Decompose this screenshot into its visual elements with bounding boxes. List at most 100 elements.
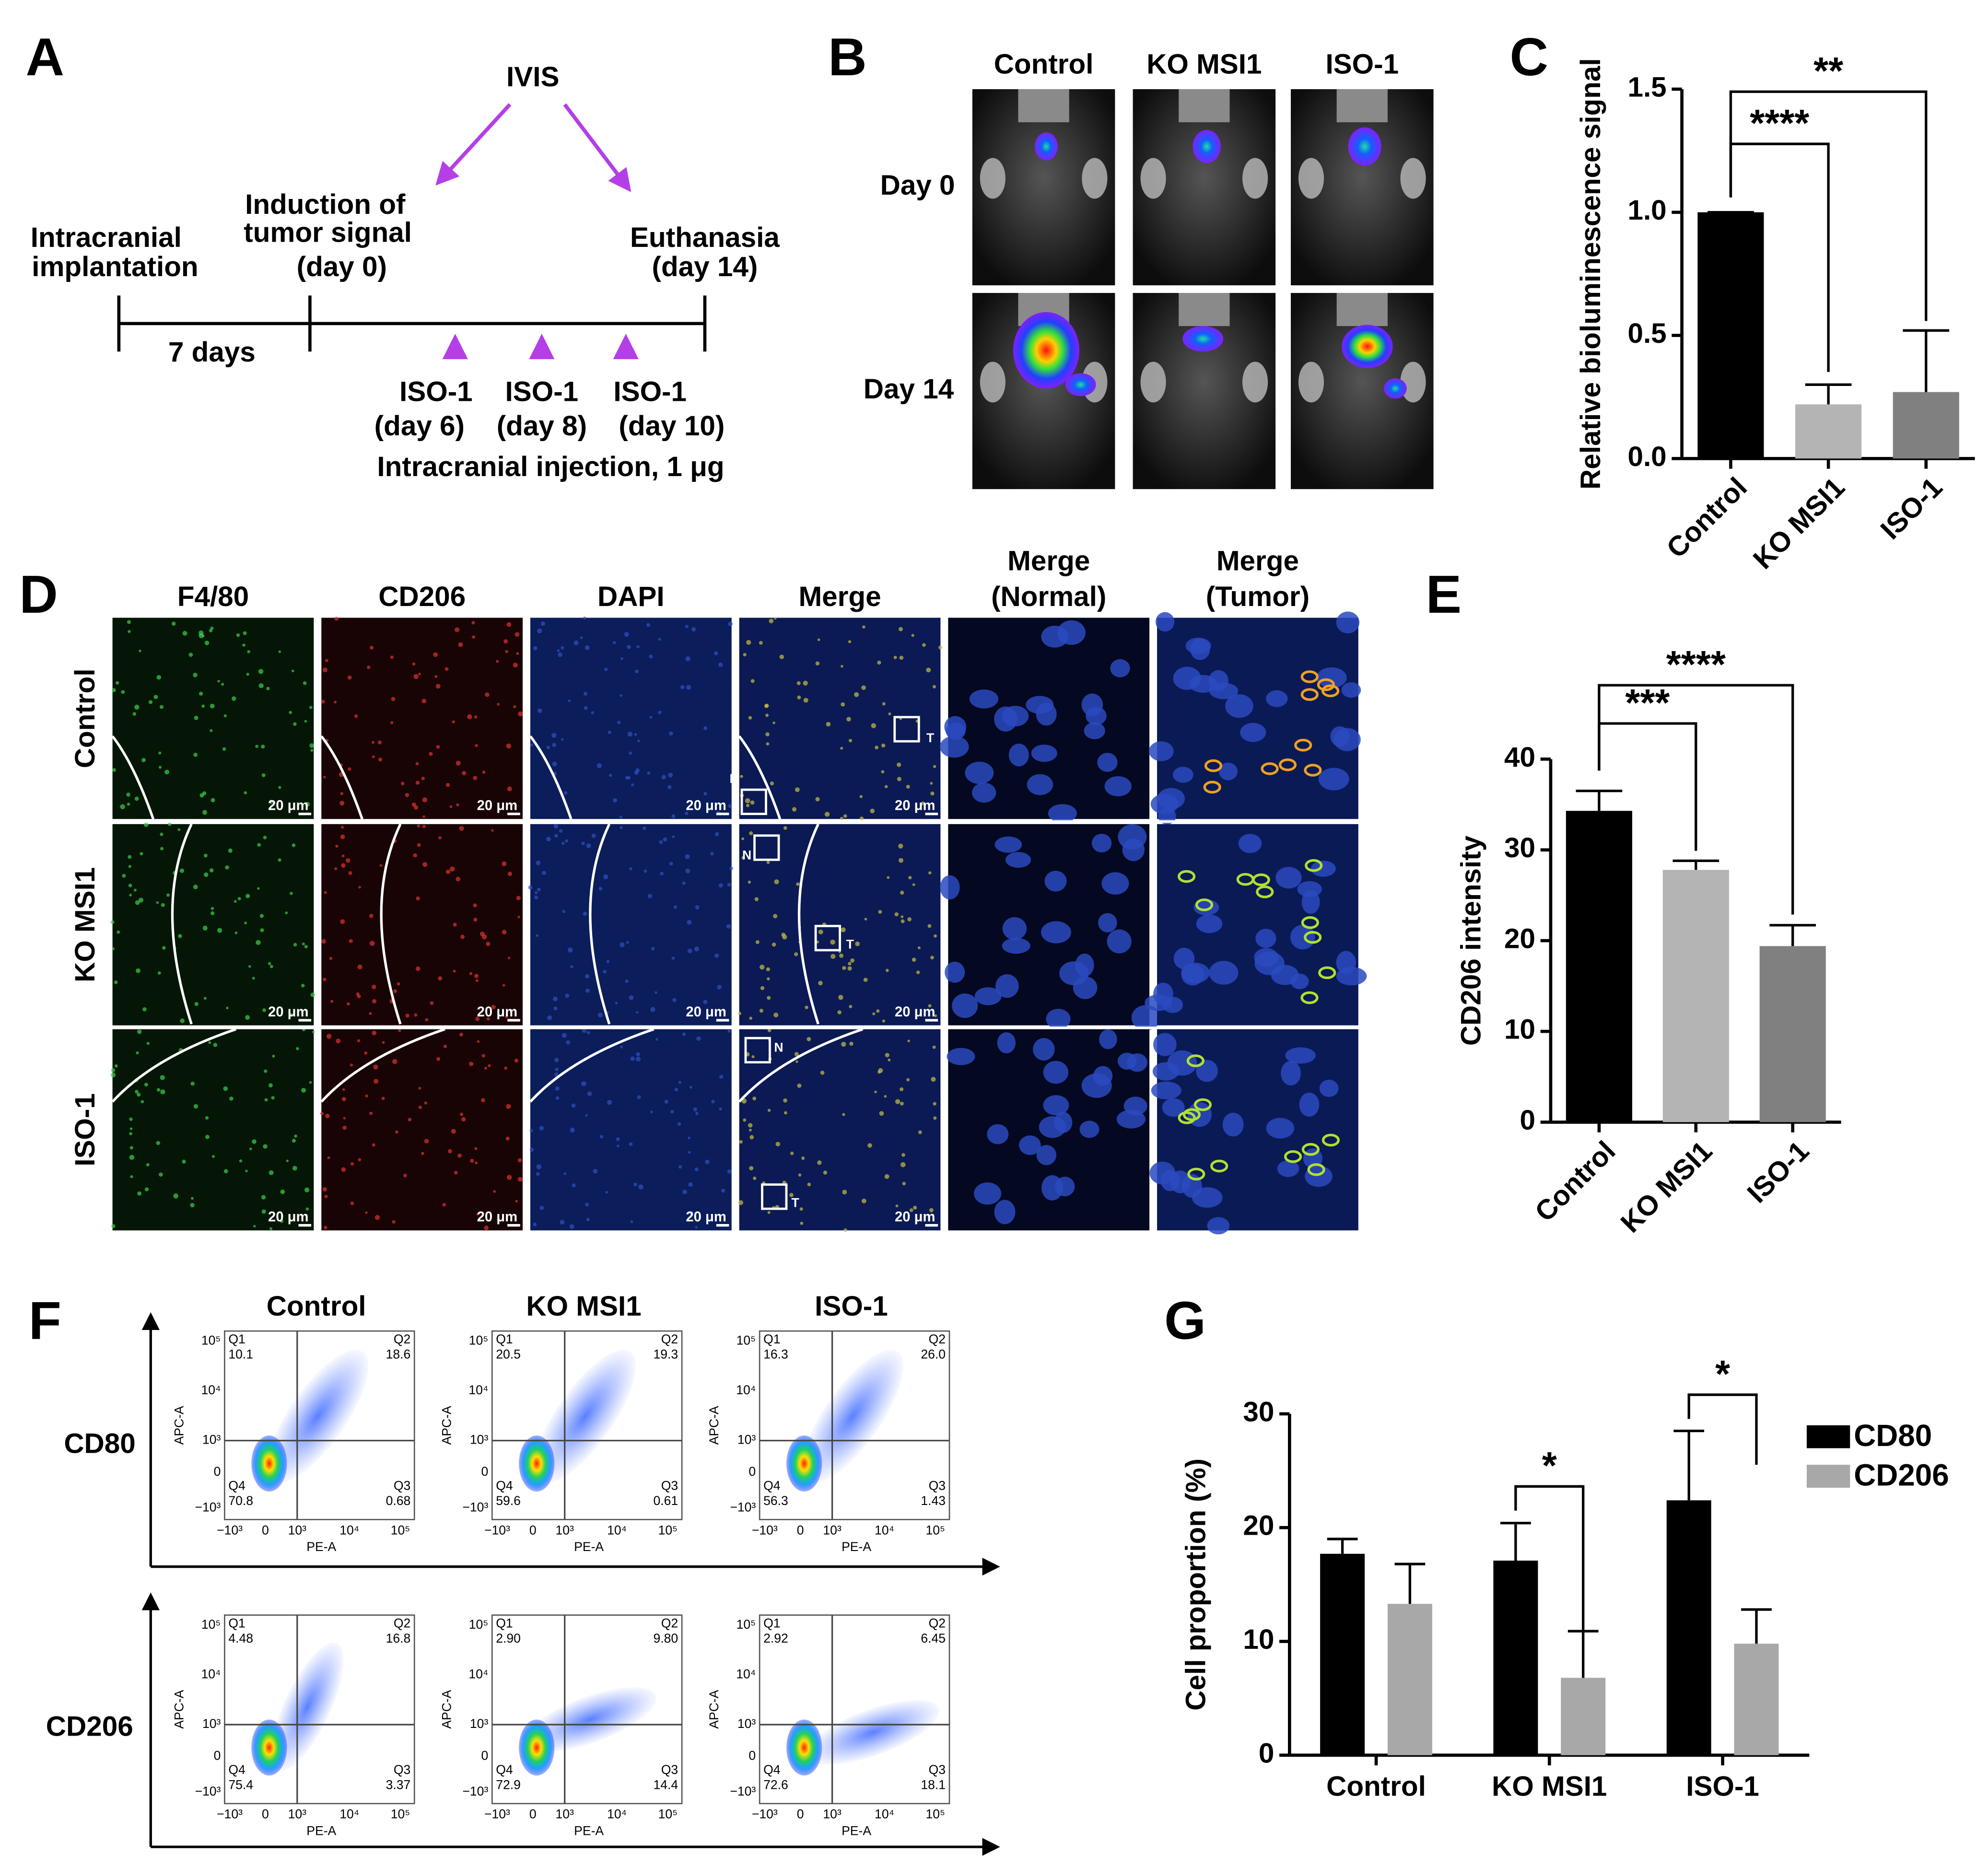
stain-dot [421, 699, 427, 703]
stain-dot [888, 712, 891, 715]
stain-dot [217, 928, 222, 933]
flow-density [519, 1719, 555, 1776]
stain-dot [864, 918, 867, 921]
stain-dot [663, 837, 667, 842]
stain-dot [711, 1100, 715, 1104]
stain-dot [310, 992, 315, 997]
stain-cell [1318, 966, 1336, 980]
stain-dot [475, 1016, 479, 1021]
stain-dot [421, 1152, 424, 1155]
micrograph [112, 824, 314, 1026]
stain-dot [658, 711, 662, 714]
stain-dot [629, 867, 632, 871]
stain-dot [257, 887, 260, 890]
stain-dot [928, 1004, 932, 1008]
stain-dot [749, 1166, 754, 1171]
ivis-holder [1179, 293, 1230, 327]
stain-dot [517, 916, 520, 919]
stain-dot [633, 1182, 637, 1187]
stain-dot [244, 791, 247, 794]
quadrant-label: Q1 [228, 1616, 245, 1630]
stain-dot [436, 1057, 441, 1061]
stain-dot [565, 839, 569, 843]
stain-dot [861, 1198, 866, 1203]
stain-dot [887, 876, 890, 879]
stain-dot [272, 1054, 275, 1058]
stain-dot [876, 1009, 880, 1013]
stain-dot [696, 1036, 701, 1041]
stain-dot [223, 714, 227, 718]
stain-dot [660, 872, 664, 875]
nucleus [1002, 706, 1029, 727]
stain-cell [1178, 1111, 1196, 1124]
stain-dot [513, 663, 518, 668]
stain-dot [586, 1031, 590, 1035]
stain-dot [148, 700, 153, 704]
stain-dot [841, 665, 843, 668]
stain-dot [603, 874, 608, 879]
y-tick-label: 10 [1504, 1014, 1535, 1045]
stain-dot [263, 1144, 268, 1149]
stain-dot [110, 1072, 116, 1078]
stain-dot [301, 1088, 306, 1093]
stain-dot [374, 1079, 379, 1084]
ivis-signal [1383, 378, 1407, 399]
stain-dot [830, 954, 836, 959]
nucleus [1008, 743, 1029, 767]
stain-dot [694, 1167, 699, 1172]
quadrant-label: Q2 [394, 1332, 410, 1346]
stain-dot [516, 896, 521, 900]
stain-dot [134, 704, 140, 710]
stain-dot [390, 655, 394, 659]
stain-dot [843, 814, 847, 818]
stain-dot [369, 913, 374, 918]
stain-dot [854, 692, 859, 697]
stain-dot [754, 897, 759, 901]
nucleus [1281, 1061, 1301, 1085]
x-tick-label: −10³ [484, 1807, 510, 1821]
nucleus [1041, 1175, 1063, 1201]
stain-dot [899, 655, 904, 660]
y-tick-label: 1.0 [1627, 195, 1666, 226]
stain-dot [429, 752, 433, 756]
stain-dot [796, 681, 801, 685]
stain-dot [193, 752, 198, 757]
stain-dot [895, 1204, 899, 1208]
scale-bar-label: 20 μm [268, 1004, 308, 1020]
stain-dot [714, 953, 719, 958]
stain-dot [325, 659, 328, 663]
stain-dot [199, 691, 203, 696]
nucleus [1207, 1217, 1230, 1235]
stain-dot [377, 740, 382, 745]
stain-dot [286, 1159, 289, 1162]
y-tick-label: 10⁵ [201, 1333, 221, 1347]
stain-dot [552, 761, 557, 767]
stain-dot [260, 928, 264, 933]
stain-dot [167, 822, 172, 826]
stain-dot [474, 974, 479, 979]
stain-dot [460, 934, 465, 939]
nucleus [1266, 690, 1288, 707]
micrograph [321, 824, 523, 1026]
stain-dot [718, 662, 723, 667]
stain-dot [677, 1122, 681, 1126]
stain-dot [210, 907, 214, 910]
nucleus [1116, 1109, 1146, 1129]
stain-dot [764, 703, 769, 708]
stain-dot [616, 1137, 620, 1141]
nucleus [994, 1200, 1016, 1225]
stain-dot [266, 687, 270, 690]
stain-dot [263, 836, 267, 840]
treatment-label: ISO-1 [505, 376, 579, 407]
roi-label: T [846, 937, 854, 951]
x-tick-label: Control [1529, 1135, 1622, 1228]
stain-dot [718, 883, 723, 888]
y-axis-label: Relative bioluminescence signal [1575, 58, 1606, 490]
scale-bar-label: 20 μm [895, 1209, 935, 1225]
stain-dot [210, 729, 213, 732]
stain-dot [261, 1195, 266, 1200]
x-tick-label: −10³ [217, 1523, 243, 1537]
stain-dot [585, 988, 590, 993]
stain-dot [717, 985, 722, 990]
boundary-line [529, 1028, 655, 1103]
